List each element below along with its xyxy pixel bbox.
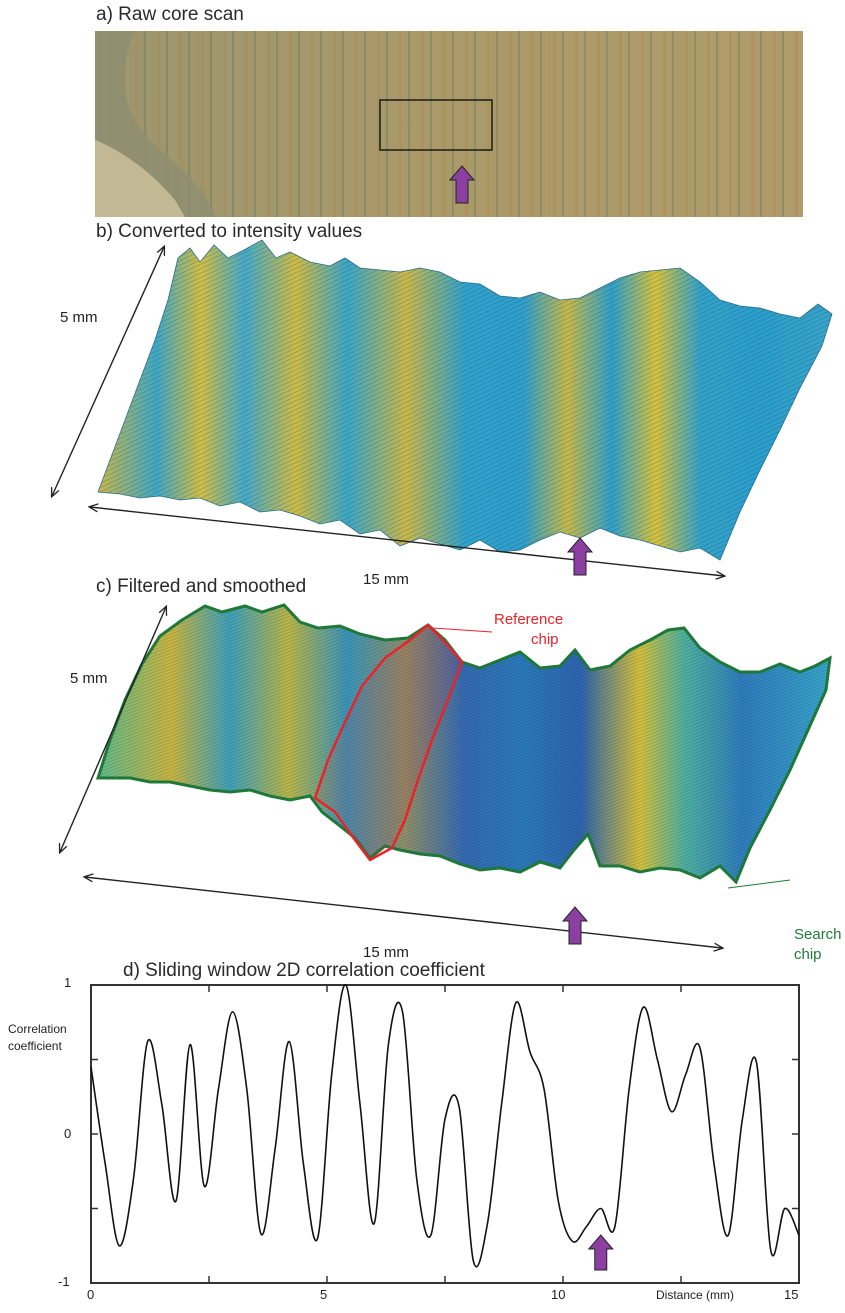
correlation-series-line — [90, 984, 800, 1268]
y-axis-label-line2: coefficient — [8, 1039, 62, 1053]
panel-b-title: b) Converted to intensity values — [96, 221, 363, 242]
x-axis-label: Distance (mm) — [656, 1288, 735, 1302]
reference-chip-label-2: chip — [531, 631, 559, 648]
y-tick-label-1: 1 — [64, 975, 72, 990]
search-chip-label-2: chip — [794, 946, 822, 963]
y-tick-label-minus1: -1 — [58, 1274, 70, 1289]
reference-chip-label-1: Reference — [494, 611, 564, 628]
panel-b-width-label: 15 mm — [363, 571, 409, 588]
search-chip-label-1: Search — [794, 926, 842, 943]
x-tick-label-15: 15 — [784, 1287, 799, 1302]
y-tick-label-0: 0 — [64, 1126, 72, 1141]
panel-a-title: a) Raw core scan — [96, 4, 244, 25]
reference-chip-outline — [313, 623, 464, 862]
chart-frame — [90, 984, 800, 1284]
y-axis-label-line1: Correlation — [8, 1022, 67, 1036]
chart-marker-arrow-icon — [587, 1234, 614, 1271]
panel-c-title: c) Filtered and smoothed — [96, 576, 307, 597]
panel-d-title: d) Sliding window 2D correlation coeffic… — [123, 960, 485, 981]
x-tick-label-10: 10 — [551, 1287, 566, 1302]
panel-c-width-label: 15 mm — [363, 944, 409, 961]
x-tick-label-5: 5 — [320, 1287, 328, 1302]
panel-c-height-label: 5 mm — [70, 670, 108, 687]
panel-b-height-label: 5 mm — [60, 309, 98, 326]
x-tick-label-0: 0 — [87, 1287, 95, 1302]
